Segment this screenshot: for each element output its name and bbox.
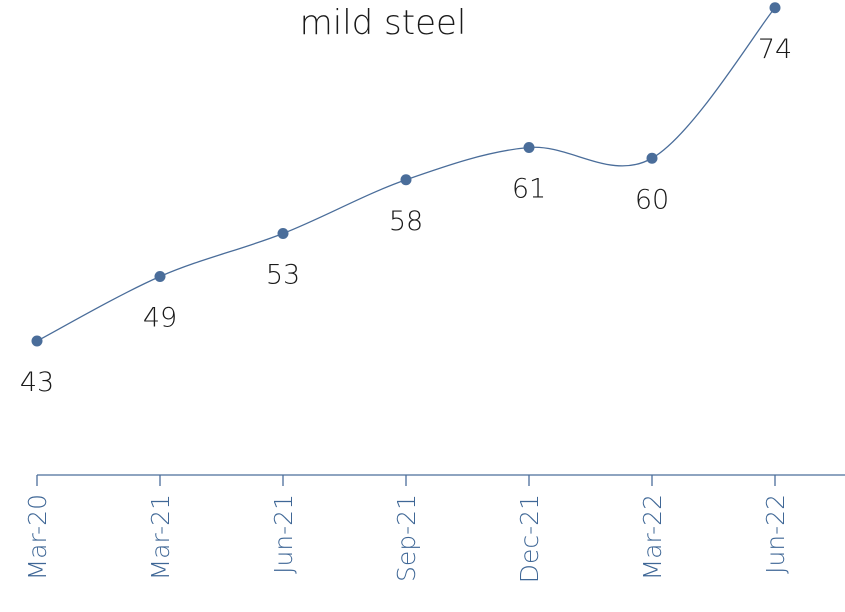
x-axis-tick-labels: Mar-20 Mar-21 Jun-21 Sep-21 Dec-21 Mar-22 Jun-…: [23, 494, 790, 583]
data-label: 49: [143, 303, 177, 334]
x-axis-tick-label: Jun-21: [269, 494, 298, 574]
data-point: [155, 271, 166, 282]
data-point: [770, 2, 781, 13]
x-axis-ticks: [37, 475, 775, 486]
data-label: 53: [266, 260, 300, 291]
x-axis-tick-label: Mar-21: [146, 494, 175, 580]
data-label: 43: [20, 367, 54, 398]
data-point: [32, 336, 43, 347]
x-axis-tick-label: Mar-20: [23, 494, 52, 580]
data-label: 74: [758, 34, 792, 65]
data-label: 58: [389, 206, 423, 237]
data-label: 60: [635, 184, 669, 215]
data-label: 61: [512, 174, 546, 205]
x-axis-tick-label: Jun-22: [761, 494, 790, 574]
data-point: [278, 228, 289, 239]
data-labels: 43 49 53 58 61 60 74: [20, 34, 792, 398]
data-point: [524, 142, 535, 153]
x-axis-tick-label: Dec-21: [515, 494, 544, 583]
chart-title: mild steel: [300, 3, 467, 43]
data-point: [647, 153, 658, 164]
x-axis-tick-label: Sep-21: [392, 494, 421, 582]
x-axis-tick-label: Mar-22: [638, 494, 667, 580]
data-points: [32, 2, 781, 346]
data-point: [401, 174, 412, 185]
